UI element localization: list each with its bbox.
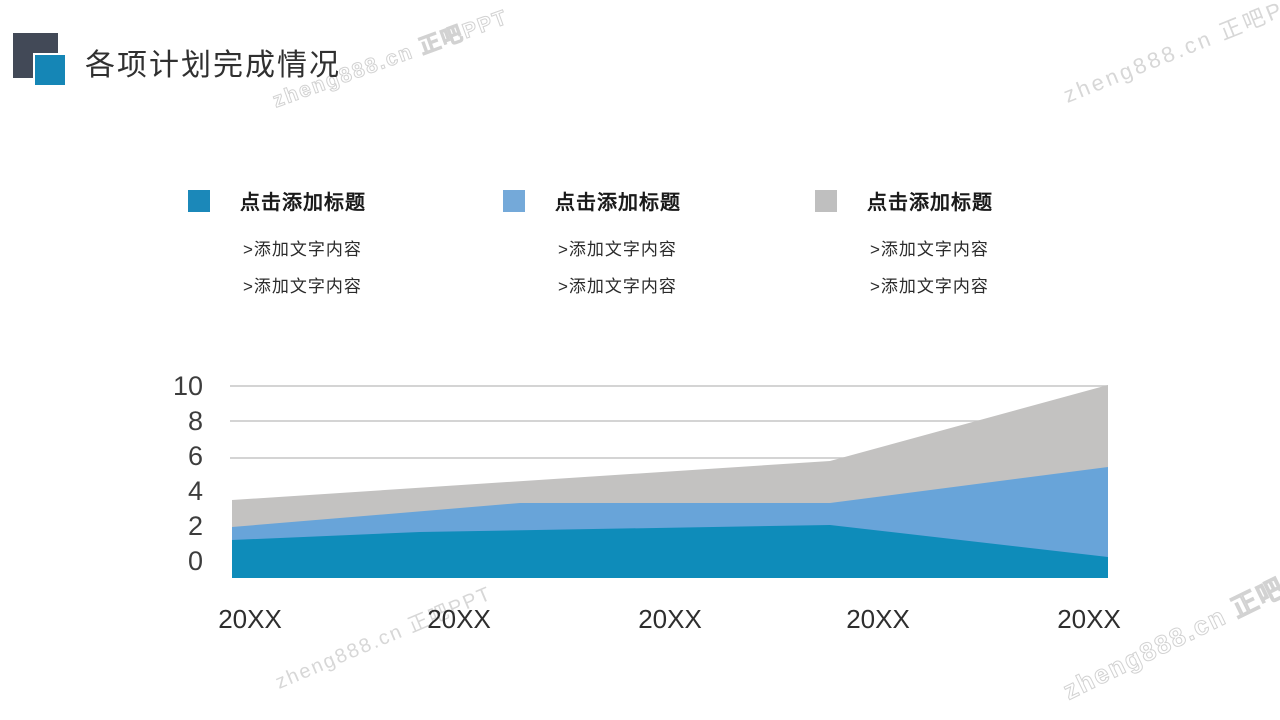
legend-swatch-dark-blue [188,189,210,212]
legend-text-placeholder[interactable]: >添加文字内容 [870,277,989,296]
title-accent-blue-square [35,55,65,85]
legend-title-placeholder[interactable]: 点击添加标题 [240,192,366,214]
dark-blue-series-area [232,525,1108,578]
legend-lines-1: >添加文字内容 >添加文字内容 [243,240,488,297]
legend-text-placeholder[interactable]: >添加文字内容 [243,277,362,296]
legend-lines-3: >添加文字内容 >添加文字内容 [870,240,1115,297]
x-axis-category-label: 20XX [1057,604,1121,634]
legend-item-3: 点击添加标题 >添加文字内容 >添加文字内容 [815,186,1115,314]
legend-item-1: 点击添加标题 >添加文字内容 >添加文字内容 [188,186,488,314]
legend-text-placeholder[interactable]: >添加文字内容 [558,240,677,259]
x-axis-category-label: 20XX [218,604,282,634]
y-axis-tick-label: 0 [187,546,203,576]
legend-item-2: 点击添加标题 >添加文字内容 >添加文字内容 [503,186,803,314]
legend-swatch-gray [815,189,837,212]
y-axis-tick-label: 6 [187,441,203,471]
slide-title: 各项计划完成情况 [85,49,341,82]
legend-title-placeholder[interactable]: 点击添加标题 [867,192,993,214]
legend-title-placeholder[interactable]: 点击添加标题 [555,192,681,214]
legend-head-3: 点击添加标题 [815,186,1115,215]
legend-head-2: 点击添加标题 [503,186,803,215]
y-axis-tick-label: 10 [172,371,203,401]
y-axis-tick-label: 2 [187,511,203,541]
y-axis-tick-label: 8 [187,406,203,436]
x-axis-category-label: 20XX [638,604,702,634]
legend-text-placeholder[interactable]: >添加文字内容 [558,277,677,296]
legend-swatch-light-blue [503,189,525,212]
legend-lines-2: >添加文字内容 >添加文字内容 [558,240,803,297]
y-axis-tick-label: 4 [187,476,203,506]
x-axis-category-label: 20XX [427,604,491,634]
legend-head-1: 点击添加标题 [188,186,488,215]
legend-text-placeholder[interactable]: >添加文字内容 [243,240,362,259]
legend-text-placeholder[interactable]: >添加文字内容 [870,240,989,259]
x-axis-category-label: 20XX [846,604,910,634]
